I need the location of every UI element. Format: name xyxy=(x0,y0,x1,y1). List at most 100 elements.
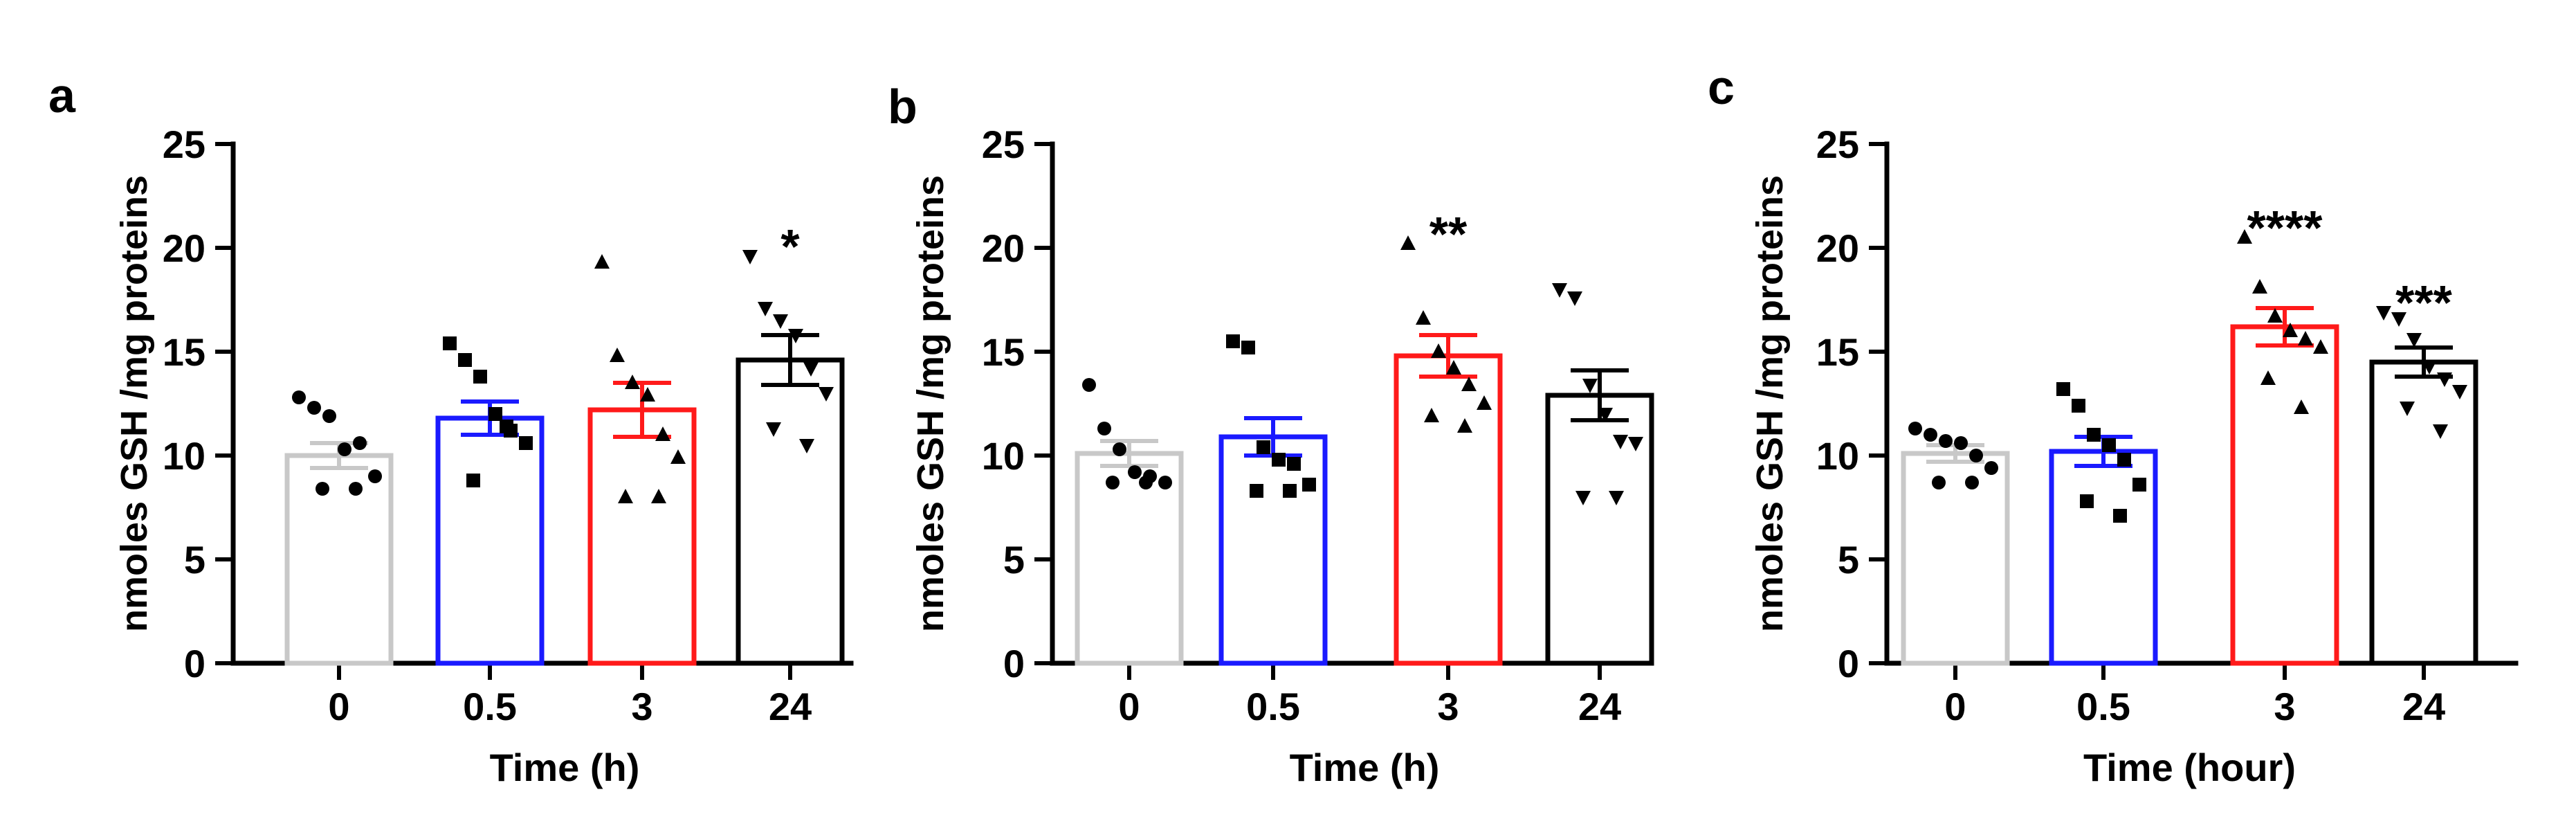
x-tick-label: 0.5 xyxy=(463,685,517,728)
x-tick-label: 0.5 xyxy=(1246,685,1300,728)
data-point xyxy=(2400,402,2415,416)
y-axis-label: nmoles GSH /mg proteins xyxy=(910,175,951,632)
data-point xyxy=(316,482,329,496)
data-point xyxy=(2080,494,2094,508)
data-point xyxy=(307,401,321,415)
data-point xyxy=(1598,408,1613,422)
data-point xyxy=(1272,453,1286,467)
data-point xyxy=(473,370,487,384)
data-point xyxy=(1932,476,1946,489)
data-point xyxy=(610,348,625,362)
data-point xyxy=(1424,408,1439,422)
data-point xyxy=(640,387,655,402)
bar-24 xyxy=(736,357,845,666)
y-tick-label: 15 xyxy=(163,330,205,374)
data-point xyxy=(651,489,666,503)
data-point xyxy=(1969,449,1983,462)
bar-3 xyxy=(587,407,697,666)
data-point xyxy=(2260,370,2276,385)
data-point xyxy=(349,482,363,496)
y-tick-label: 20 xyxy=(163,226,205,270)
data-point xyxy=(1446,360,1461,375)
y-tick-label: 5 xyxy=(184,538,205,582)
y-tick-label: 25 xyxy=(982,123,1025,166)
y-tick-label: 0 xyxy=(1003,642,1025,685)
data-point xyxy=(1939,434,1953,448)
data-point xyxy=(1241,341,1255,354)
data-point xyxy=(1924,428,1937,442)
data-point xyxy=(758,302,773,316)
data-point xyxy=(2102,438,2116,452)
data-point xyxy=(2294,399,2309,414)
x-tick-label: 0 xyxy=(1118,685,1140,728)
y-tick-label: 5 xyxy=(1838,538,1859,582)
data-point xyxy=(1628,437,1643,451)
data-point xyxy=(1416,310,1431,325)
data-point xyxy=(1082,378,1096,392)
data-point xyxy=(1613,435,1628,449)
panel-label: a xyxy=(48,69,76,123)
x-tick-label: 3 xyxy=(2274,685,2295,728)
data-point xyxy=(788,329,803,343)
panel-label: c xyxy=(1708,60,1735,114)
y-tick-label: 20 xyxy=(982,226,1025,270)
data-point xyxy=(2298,331,2313,345)
data-point xyxy=(773,314,788,329)
bar-24 xyxy=(1545,393,1654,666)
data-point xyxy=(1965,476,1979,489)
data-point xyxy=(1567,291,1582,306)
data-point xyxy=(1575,491,1591,505)
data-point xyxy=(1113,442,1126,456)
y-tick-label: 0 xyxy=(1838,642,1859,685)
bar-0 xyxy=(284,453,394,666)
data-point xyxy=(466,474,480,487)
data-point xyxy=(443,336,457,350)
y-tick-label: 10 xyxy=(1816,434,1859,478)
data-point xyxy=(1287,457,1301,471)
data-point xyxy=(1400,235,1416,250)
x-axis-label: Time (h) xyxy=(1290,746,1440,789)
data-point xyxy=(292,390,306,404)
data-point xyxy=(1477,395,1492,410)
data-point xyxy=(1609,491,1624,505)
data-point xyxy=(2437,372,2452,387)
y-tick-label: 25 xyxy=(163,123,205,166)
data-point xyxy=(2422,360,2437,375)
data-point xyxy=(488,407,502,421)
data-point xyxy=(353,436,367,450)
data-point xyxy=(2406,333,2422,348)
bar-3 xyxy=(2230,324,2339,666)
bar-0.5 xyxy=(435,415,545,666)
x-tick-label: 24 xyxy=(1578,685,1621,728)
data-point xyxy=(368,469,382,483)
x-tick-label: 24 xyxy=(2402,685,2445,728)
data-point xyxy=(2252,279,2267,294)
x-tick-label: 0 xyxy=(1944,685,1966,728)
panel-label: b xyxy=(888,80,917,134)
data-point xyxy=(1582,379,1598,393)
significance-marker: * xyxy=(780,219,800,273)
data-point xyxy=(2313,339,2328,354)
data-point xyxy=(742,250,758,264)
data-point xyxy=(1106,476,1120,489)
x-tick-label: 3 xyxy=(631,685,652,728)
data-point xyxy=(2237,229,2252,244)
data-point xyxy=(2056,382,2070,396)
data-point xyxy=(819,387,834,402)
y-tick-label: 25 xyxy=(1816,123,1859,166)
x-tick-label: 24 xyxy=(769,685,812,728)
data-point xyxy=(2072,399,2085,413)
data-point xyxy=(803,362,819,377)
data-point xyxy=(1283,484,1297,498)
data-point xyxy=(2117,453,2131,467)
data-point xyxy=(1457,418,1472,433)
data-point xyxy=(1250,484,1263,498)
data-point xyxy=(1552,283,1567,298)
data-point xyxy=(618,489,633,503)
data-point xyxy=(2113,509,2127,523)
data-point xyxy=(625,375,640,389)
y-tick-label: 15 xyxy=(982,330,1025,374)
data-point xyxy=(1984,461,1998,475)
data-point xyxy=(519,436,533,450)
